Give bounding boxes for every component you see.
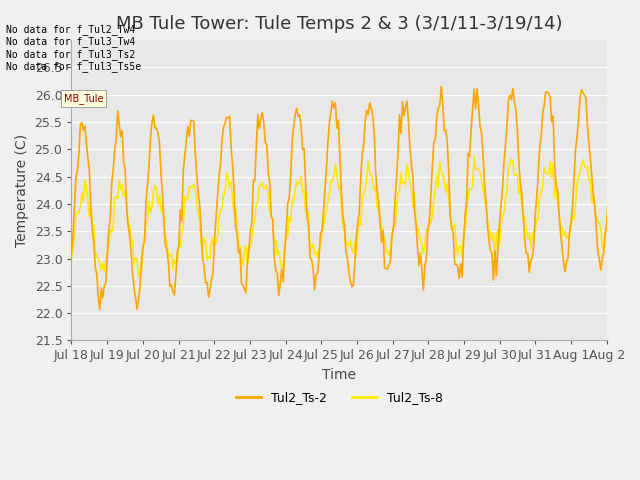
- Legend: Tul2_Ts-2, Tul2_Ts-8: Tul2_Ts-2, Tul2_Ts-8: [231, 386, 447, 409]
- Tul2_Ts-2: [476, 124, 484, 130]
- Tul2_Ts-2: [68, 250, 76, 255]
- Tul2_Ts-2: [363, 108, 371, 113]
- Tul2_Ts-8: [618, 152, 625, 157]
- Tul2_Ts-8: [637, 225, 640, 231]
- Text: No data for f_Tul2_Tw4
No data for f_Tul3_Tw4
No data for f_Tul3_Ts2
No data for: No data for f_Tul2_Tw4 No data for f_Tul…: [6, 24, 141, 72]
- Tul2_Ts-8: [639, 206, 640, 212]
- Tul2_Ts-2: [639, 215, 640, 220]
- Y-axis label: Temperature (C): Temperature (C): [15, 134, 29, 247]
- Tul2_Ts-8: [68, 258, 76, 264]
- Tul2_Ts-2: [96, 307, 104, 312]
- Text: MB_Tule: MB_Tule: [64, 93, 104, 104]
- Line: Tul2_Ts-8: Tul2_Ts-8: [72, 155, 640, 276]
- X-axis label: Time: Time: [322, 368, 356, 382]
- Tul2_Ts-8: [105, 239, 113, 244]
- Tul2_Ts-2: [106, 215, 114, 221]
- Tul2_Ts-8: [87, 203, 95, 208]
- Tul2_Ts-2: [615, 83, 623, 88]
- Title: MB Tule Tower: Tule Temps 2 & 3 (3/1/11-3/19/14): MB Tule Tower: Tule Temps 2 & 3 (3/1/11-…: [116, 15, 563, 33]
- Tul2_Ts-8: [561, 228, 569, 234]
- Tul2_Ts-8: [135, 274, 143, 279]
- Line: Tul2_Ts-2: Tul2_Ts-2: [72, 85, 640, 310]
- Tul2_Ts-2: [637, 246, 640, 252]
- Tul2_Ts-2: [561, 269, 569, 275]
- Tul2_Ts-8: [363, 174, 371, 180]
- Tul2_Ts-8: [476, 169, 484, 175]
- Tul2_Ts-2: [87, 206, 95, 212]
